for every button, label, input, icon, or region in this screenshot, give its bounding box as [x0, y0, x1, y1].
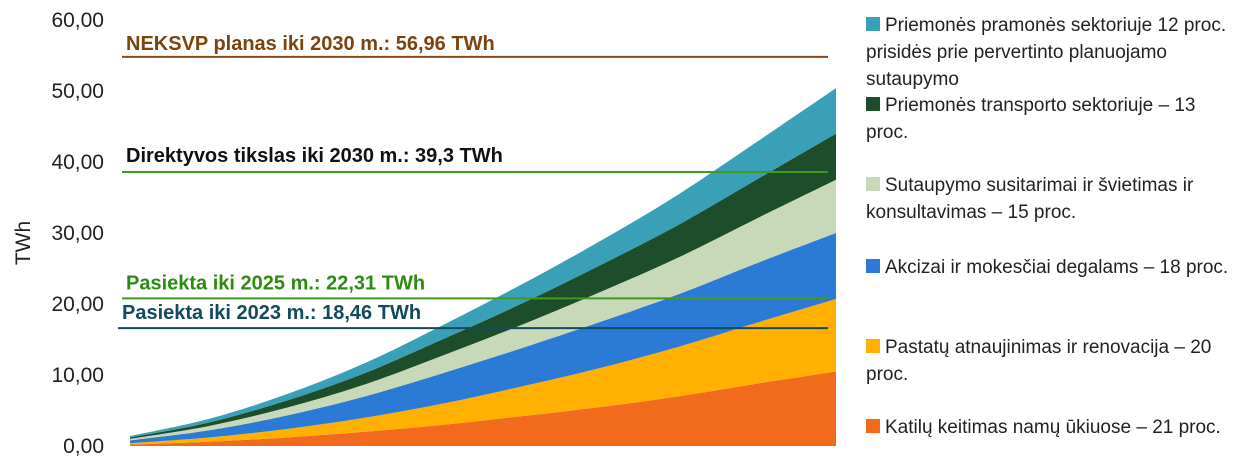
- y-tick-label: 20,00: [51, 293, 104, 316]
- legend-label: Sutaupymo susitarimai ir švietimas ir ko…: [866, 175, 1194, 223]
- legend-item: Akcizai ir mokesčiai degalams – 18 proc.: [866, 254, 1236, 281]
- legend-swatch: [866, 419, 880, 433]
- legend-label: Pastatų atnaujinimas ir renovacija – 20 …: [866, 337, 1212, 385]
- y-tick-label: 60,00: [51, 9, 104, 32]
- area-series-2: [130, 299, 836, 445]
- y-tick-label: 10,00: [51, 364, 104, 387]
- stacked-area-chart: NEKSVP planas iki 2030 m.: 56,96 TWh Dire…: [12, 9, 836, 458]
- legend-item: Priemonės pramonės sektoriuje 12 proc. p…: [866, 12, 1236, 93]
- reference-line-label-2: Direktyvos tikslas iki 2030 m.: 39,3 TWh: [126, 145, 503, 167]
- legend-item: Priemonės transporto sektoriuje – 13 pro…: [866, 92, 1236, 146]
- legend-swatch: [866, 259, 880, 273]
- reference-line-label-1: NEKSVP planas iki 2030 m.: 56,96 TWh: [126, 33, 495, 55]
- legend-swatch: [866, 17, 880, 31]
- legend-item: Katilų keitimas namų ūkiuose – 21 proc.: [866, 414, 1236, 441]
- y-tick-label: 0,00: [63, 435, 104, 458]
- legend-swatch: [866, 97, 880, 111]
- reference-line-label-3: Pasiekta iki 2025 m.: 22,31 TWh: [126, 272, 425, 294]
- reference-lines-group: NEKSVP planas iki 2030 m.: 56,96 TWh Dire…: [118, 33, 828, 330]
- legend-label: Priemonės transporto sektoriuje – 13 pro…: [866, 95, 1196, 143]
- y-tick-label: 50,00: [51, 80, 104, 103]
- y-tick-label: 40,00: [51, 151, 104, 174]
- area-series-1: [130, 371, 836, 446]
- area-series-3: [130, 233, 836, 444]
- y-axis-label: TWh: [12, 221, 35, 265]
- area-series-group: [130, 88, 836, 446]
- legend-label: Katilų keitimas namų ūkiuose – 21 proc.: [885, 417, 1221, 438]
- y-axis-ticks: 0,00 10,00 20,00 30,00 40,00 50,00 60,00: [51, 9, 104, 458]
- legend-item: Sutaupymo susitarimai ir švietimas ir ko…: [866, 172, 1236, 226]
- legend-label: Priemonės pramonės sektoriuje 12 proc. p…: [866, 15, 1227, 90]
- legend-label: Akcizai ir mokesčiai degalams – 18 proc.: [885, 257, 1229, 278]
- reference-line-label-4: Pasiekta iki 2023 m.: 18,46 TWh: [122, 302, 421, 324]
- legend-swatch: [866, 339, 880, 353]
- y-tick-label: 30,00: [51, 222, 104, 245]
- legend-item: Pastatų atnaujinimas ir renovacija – 20 …: [866, 334, 1236, 388]
- legend-swatch: [866, 177, 880, 191]
